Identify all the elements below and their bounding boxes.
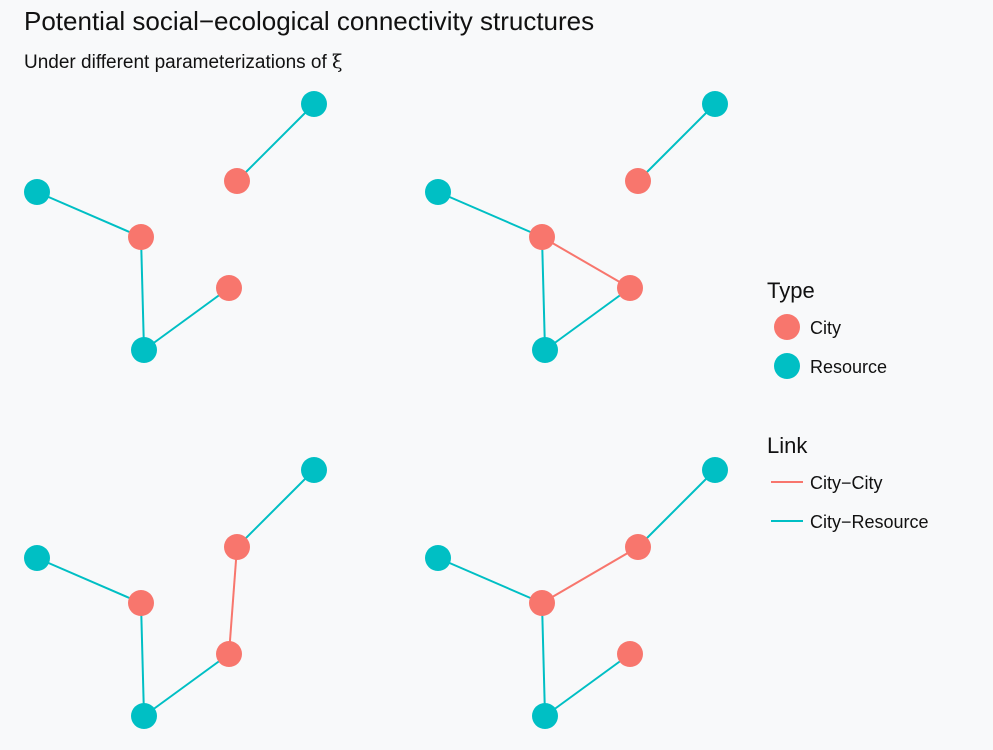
resource-node: [24, 545, 50, 571]
city-resource-link: [544, 287, 631, 351]
resource-node: [301, 457, 327, 483]
city-node: [216, 275, 242, 301]
legend-city-label: City: [810, 318, 841, 338]
subtitle-text: Under different parameterizations of: [24, 52, 333, 73]
resource-node: [24, 179, 50, 205]
city-resource-link: [437, 191, 543, 238]
city-node: [617, 641, 643, 667]
legend-type: Type City Resource: [767, 278, 887, 379]
city-resource-link: [236, 469, 315, 548]
network-panel-2: [425, 91, 728, 363]
city-node: [128, 590, 154, 616]
city-resource-link: [36, 557, 142, 604]
resource-node: [131, 703, 157, 729]
resource-node: [131, 337, 157, 363]
city-resource-link: [541, 236, 546, 351]
city-resource-link: [140, 236, 145, 351]
resource-node: [532, 703, 558, 729]
plot-subtitle: Under different parameterizations of ξ: [24, 51, 343, 74]
city-resource-link: [637, 469, 716, 548]
resource-node: [301, 91, 327, 117]
city-node: [625, 534, 651, 560]
network-panel-1: [24, 91, 327, 363]
city-resource-link: [541, 602, 546, 717]
resource-node: [702, 91, 728, 117]
city-resource-link: [143, 287, 230, 351]
legend-resource-swatch: [774, 353, 800, 379]
legend-resource-label: Resource: [810, 357, 887, 377]
city-city-link: [228, 546, 238, 655]
city-resource-link: [437, 557, 543, 604]
resource-node: [702, 457, 728, 483]
resource-node: [425, 179, 451, 205]
legend-city-city-label: City−City: [810, 473, 883, 493]
resource-node: [425, 545, 451, 571]
resource-node: [532, 337, 558, 363]
city-node: [617, 275, 643, 301]
network-panels: [24, 91, 728, 729]
legend-city-resource-label: City−Resource: [810, 512, 929, 532]
city-node: [529, 224, 555, 250]
city-city-link: [541, 236, 631, 289]
city-node: [128, 224, 154, 250]
city-node: [529, 590, 555, 616]
city-resource-link: [36, 191, 142, 238]
city-city-link: [541, 546, 639, 604]
subtitle-xi-symbol: ξ: [332, 51, 343, 73]
legend-city-swatch: [774, 314, 800, 340]
plot-title: Potential social−ecological connectivity…: [24, 6, 595, 36]
city-resource-link: [544, 653, 631, 717]
network-panel-4: [425, 457, 728, 729]
city-resource-link: [143, 653, 230, 717]
city-resource-link: [236, 103, 315, 182]
city-node: [224, 534, 250, 560]
city-resource-link: [140, 602, 145, 717]
network-panel-3: [24, 457, 327, 729]
legend-link-title: Link: [767, 433, 808, 458]
city-node: [224, 168, 250, 194]
city-node: [216, 641, 242, 667]
city-node: [625, 168, 651, 194]
legend-link: Link City−City City−Resource: [767, 433, 929, 532]
city-resource-link: [637, 103, 716, 182]
legend-type-title: Type: [767, 278, 815, 303]
